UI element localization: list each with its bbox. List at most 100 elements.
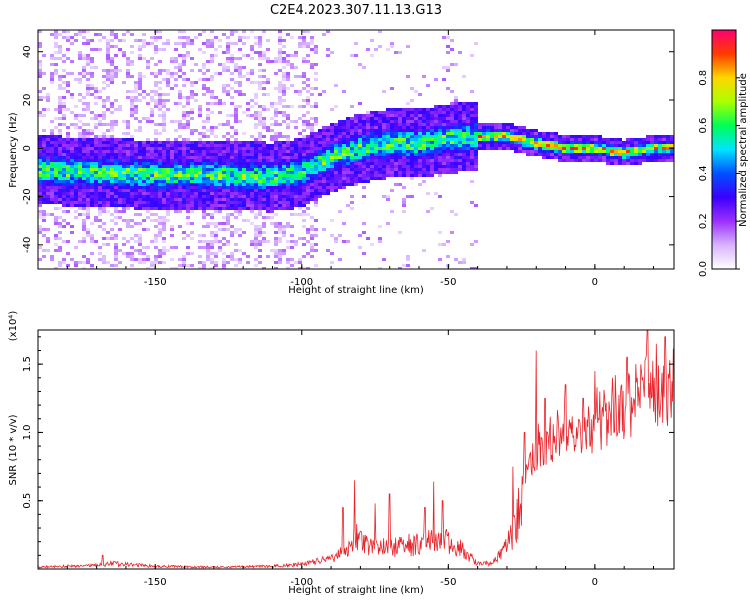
heatmap-cell: [78, 165, 82, 168]
heatmap-cell: [342, 174, 346, 177]
heatmap-cell: [378, 225, 382, 228]
heatmap-cell: [62, 144, 66, 147]
heatmap-cell: [554, 144, 558, 147]
heatmap-cell: [158, 249, 162, 252]
spectrogram-y-tick-label: -40: [22, 237, 33, 253]
heatmap-cell: [394, 171, 398, 174]
heatmap-cell: [554, 138, 558, 141]
heatmap-cell: [274, 186, 278, 189]
heatmap-cell: [274, 171, 278, 174]
heatmap-cell: [434, 168, 438, 171]
heatmap-cell: [574, 153, 578, 156]
heatmap-cell: [486, 132, 490, 135]
heatmap-cell: [134, 129, 138, 132]
heatmap-cell: [46, 144, 50, 147]
heatmap-cell: [270, 171, 274, 174]
heatmap-cell: [182, 153, 186, 156]
heatmap-cell: [86, 228, 90, 231]
heatmap-cell: [170, 150, 174, 153]
heatmap-cell: [610, 159, 614, 162]
heatmap-cell: [418, 144, 422, 147]
heatmap-cell: [326, 192, 330, 195]
heatmap-cell: [94, 144, 98, 147]
heatmap-cell: [206, 147, 210, 150]
heatmap-cell: [242, 93, 246, 96]
heatmap-cell: [38, 72, 42, 75]
heatmap-cell: [78, 168, 82, 171]
heatmap-cell: [218, 204, 222, 207]
heatmap-cell: [210, 168, 214, 171]
heatmap-cell: [194, 99, 198, 102]
heatmap-cell: [426, 147, 430, 150]
heatmap-cell: [270, 135, 274, 138]
heatmap-cell: [306, 141, 310, 144]
heatmap-cell: [514, 150, 518, 153]
heatmap-cell: [202, 72, 206, 75]
spectrogram-x-ticks: -150 -100 -50 0: [66, 30, 654, 288]
heatmap-cell: [238, 201, 242, 204]
heatmap-cell: [354, 168, 358, 171]
heatmap-cell: [398, 108, 402, 111]
heatmap-cell: [94, 156, 98, 159]
heatmap-cell: [110, 138, 114, 141]
heatmap-cell: [330, 171, 334, 174]
heatmap-cell: [454, 150, 458, 153]
heatmap-cell: [162, 252, 166, 255]
heatmap-cell: [198, 153, 202, 156]
heatmap-cell: [182, 159, 186, 162]
heatmap-cell: [114, 186, 118, 189]
heatmap-cell: [546, 156, 550, 159]
heatmap-cell: [306, 135, 310, 138]
heatmap-cell: [202, 93, 206, 96]
heatmap-cell: [210, 141, 214, 144]
heatmap-cell: [606, 141, 610, 144]
heatmap-cell: [298, 168, 302, 171]
heatmap-cell: [222, 87, 226, 90]
heatmap-cell: [322, 177, 326, 180]
heatmap-cell: [82, 186, 86, 189]
heatmap-cell: [278, 96, 282, 99]
heatmap-cell: [50, 78, 54, 81]
heatmap-cell: [214, 237, 218, 240]
heatmap-cell: [246, 171, 250, 174]
heatmap-cell: [282, 207, 286, 210]
heatmap-cell: [58, 183, 62, 186]
heatmap-cell: [202, 267, 206, 269]
heatmap-cell: [302, 210, 306, 213]
heatmap-cell: [650, 144, 654, 147]
heatmap-cell: [118, 186, 122, 189]
heatmap-cell: [210, 207, 214, 210]
heatmap-cell: [650, 156, 654, 159]
heatmap-cell: [446, 69, 450, 72]
heatmap-cell: [306, 165, 310, 168]
heatmap-cell: [362, 150, 366, 153]
heatmap-cell: [318, 138, 322, 141]
heatmap-cell: [166, 177, 170, 180]
heatmap-cell: [138, 195, 142, 198]
heatmap-cell: [58, 123, 62, 126]
heatmap-cell: [102, 174, 106, 177]
heatmap-cell: [270, 156, 274, 159]
heatmap-cell: [90, 222, 94, 225]
heatmap-cell: [170, 75, 174, 78]
heatmap-cell: [262, 162, 266, 165]
heatmap-cell: [270, 123, 274, 126]
heatmap-cell: [182, 84, 186, 87]
heatmap-cell: [202, 201, 206, 204]
heatmap-cell: [86, 183, 90, 186]
heatmap-cell: [66, 30, 70, 33]
heatmap-cell: [418, 150, 422, 153]
heatmap-cell: [202, 207, 206, 210]
heatmap-cell: [606, 153, 610, 156]
heatmap-cell: [282, 105, 286, 108]
heatmap-cell: [222, 222, 226, 225]
heatmap-cell: [406, 135, 410, 138]
heatmap-cell: [70, 165, 74, 168]
heatmap-cell: [158, 99, 162, 102]
heatmap-cell: [214, 150, 218, 153]
heatmap-cell: [334, 135, 338, 138]
heatmap-cell: [250, 192, 254, 195]
heatmap-cell: [394, 123, 398, 126]
heatmap-cell: [86, 39, 90, 42]
heatmap-cell: [454, 120, 458, 123]
